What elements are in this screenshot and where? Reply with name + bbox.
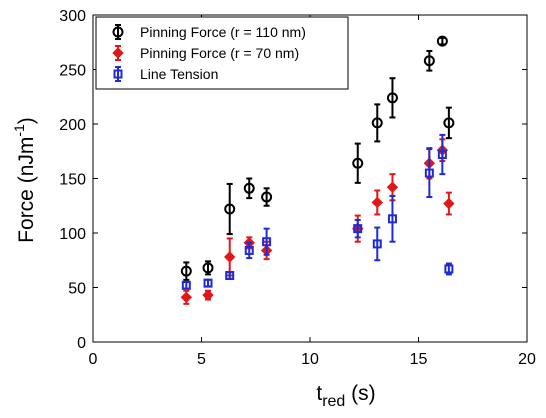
data-point bbox=[436, 35, 448, 47]
legend-marker bbox=[112, 26, 124, 38]
data-point bbox=[202, 289, 214, 301]
x-tick-label: 10 bbox=[301, 351, 319, 368]
y-tick-label: 200 bbox=[59, 117, 86, 134]
legend-entry-label: Pinning Force (r = 110 nm) bbox=[140, 24, 306, 40]
data-point bbox=[444, 264, 454, 274]
series-circle bbox=[180, 35, 455, 281]
data-point bbox=[180, 291, 193, 304]
data-point bbox=[225, 271, 235, 281]
data-point bbox=[424, 168, 434, 178]
data-point bbox=[423, 55, 435, 67]
y-tick-label: 250 bbox=[59, 63, 86, 80]
data-point bbox=[180, 265, 192, 277]
data-point bbox=[244, 245, 254, 255]
data-point bbox=[203, 278, 213, 288]
y-tick-label: 0 bbox=[77, 335, 86, 352]
series-square bbox=[181, 133, 454, 290]
data-point bbox=[386, 181, 399, 193]
data-point bbox=[243, 182, 255, 194]
legend-entry-label: Line Tension bbox=[140, 66, 218, 82]
legend-entry-label: Pinning Force (r = 70 nm) bbox=[140, 45, 299, 61]
series-layer bbox=[180, 35, 455, 305]
x-axis-label-main: t bbox=[316, 382, 322, 405]
data-point bbox=[262, 237, 272, 247]
legend-box bbox=[95, 16, 349, 90]
legend-marker bbox=[113, 69, 123, 79]
x-tick-label: 0 bbox=[89, 351, 98, 368]
y-tick-label: 150 bbox=[59, 172, 86, 189]
legend-marker bbox=[112, 47, 124, 59]
data-point bbox=[387, 214, 397, 224]
data-point bbox=[181, 280, 191, 290]
data-point bbox=[352, 157, 364, 169]
legend: Pinning Force (r = 110 nm) Pinning Force … bbox=[95, 16, 349, 90]
y-axis-label-main: Force (nJm bbox=[15, 137, 38, 243]
x-tick-label: 20 bbox=[518, 351, 536, 368]
y-axis-label-superscript: -1 bbox=[11, 124, 27, 137]
x-axis-label-subscript: red bbox=[322, 393, 345, 410]
data-point bbox=[261, 191, 273, 203]
x-tick-label: 15 bbox=[410, 351, 428, 368]
y-axis-label: Force (nJm-1) bbox=[11, 117, 38, 243]
x-axis-label: tred (s) bbox=[316, 382, 375, 410]
x-tick-label: 5 bbox=[197, 351, 206, 368]
data-point bbox=[372, 239, 382, 249]
data-point bbox=[386, 92, 398, 104]
data-point bbox=[443, 117, 455, 129]
data-point bbox=[371, 196, 383, 209]
data-point bbox=[353, 224, 363, 234]
data-point bbox=[224, 203, 236, 215]
x-axis-label-unit: (s) bbox=[345, 382, 375, 405]
y-tick-label: 300 bbox=[59, 8, 86, 25]
y-axis-label-end: ) bbox=[15, 117, 38, 124]
data-point bbox=[437, 150, 447, 160]
data-point bbox=[371, 117, 383, 129]
y-tick-label: 100 bbox=[59, 226, 86, 243]
data-point bbox=[443, 197, 455, 210]
data-point bbox=[202, 262, 214, 274]
y-tick-label: 50 bbox=[68, 281, 86, 298]
data-point bbox=[224, 251, 236, 263]
